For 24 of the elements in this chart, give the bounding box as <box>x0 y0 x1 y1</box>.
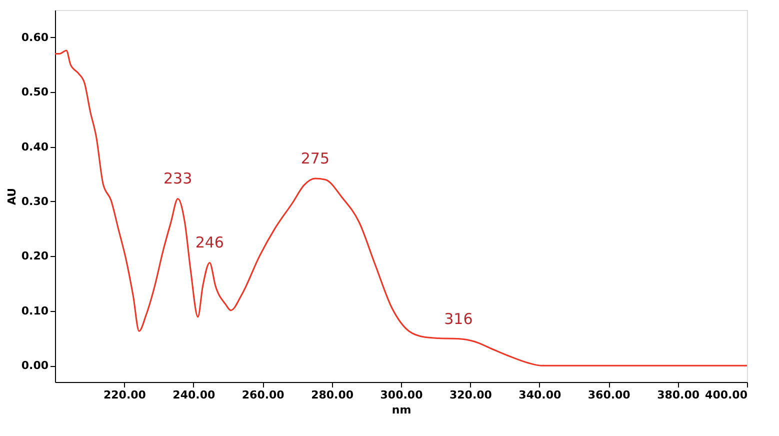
annotation: 246 <box>195 234 224 252</box>
annotation: 316 <box>444 310 473 328</box>
x-tick-label: 380.00 <box>657 388 700 402</box>
x-tick-label: 220.00 <box>103 388 146 402</box>
y-tick-label: 0.40 <box>21 140 49 154</box>
x-tick-label: 400.00 <box>705 388 748 402</box>
y-tick-label: 0.20 <box>21 250 49 263</box>
x-tick-label: 360.00 <box>588 388 631 402</box>
y-tick-label: 0.10 <box>21 304 49 318</box>
x-tick-label: 280.00 <box>311 388 354 402</box>
line-series <box>54 50 748 366</box>
annotation: 233 <box>164 170 192 188</box>
y-tick-label: 0.30 <box>21 194 49 208</box>
y-tick-label: 0.00 <box>21 359 49 372</box>
y-tick-label: 0.50 <box>21 86 49 99</box>
y-axis-title: AU <box>5 188 18 206</box>
annotation: 275 <box>300 149 330 168</box>
x-tick-label: 320.00 <box>449 388 492 402</box>
x-axis-title: nm <box>392 404 412 416</box>
x-tick-label: 240.00 <box>172 388 216 402</box>
x-tick-label: 260.00 <box>242 388 285 402</box>
x-tick-label: 300.00 <box>380 388 424 402</box>
y-tick-label: 0.60 <box>21 30 49 44</box>
x-tick-label: 340.00 <box>518 388 562 402</box>
